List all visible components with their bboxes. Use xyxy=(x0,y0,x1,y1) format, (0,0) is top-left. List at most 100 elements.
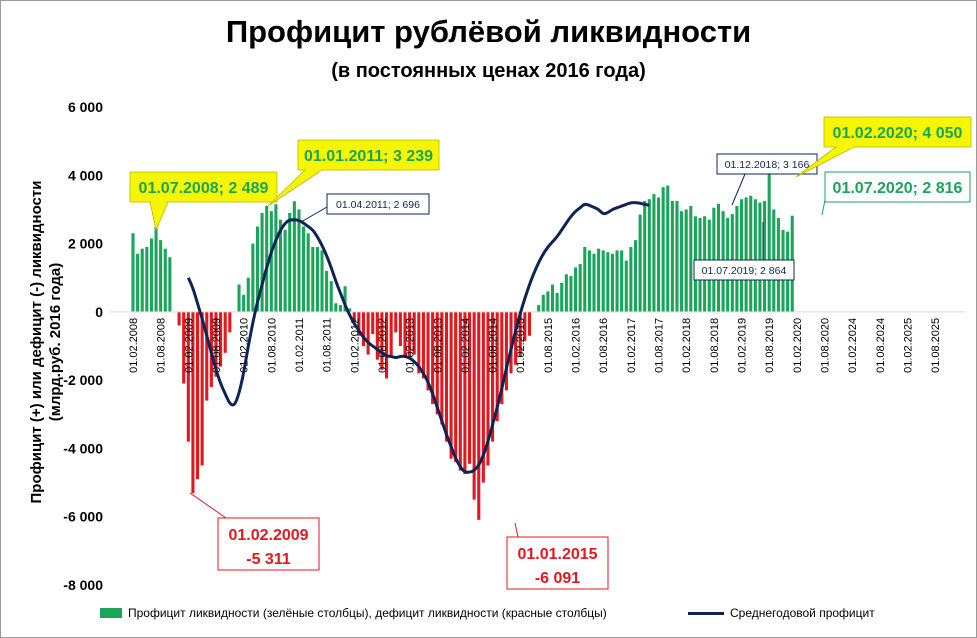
surplus-bar xyxy=(578,264,582,312)
surplus-bar xyxy=(629,246,633,312)
x-tick-label: 01.08.2025 xyxy=(930,318,942,373)
surplus-bar xyxy=(546,291,550,312)
deficit-bar xyxy=(177,311,181,326)
callout-green-outline: 01.07.2020; 2 816 xyxy=(821,171,971,216)
x-tick-label: 01.02.2025 xyxy=(903,318,915,373)
x-tick-label: 01.02.2018 xyxy=(681,318,693,373)
x-tick-label: 01.08.2010 xyxy=(266,318,278,373)
surplus-bar xyxy=(555,293,559,312)
deficit-bar xyxy=(500,311,504,405)
y-tick-label: 2 000 xyxy=(68,236,103,252)
surplus-bar xyxy=(564,274,568,312)
deficit-bar xyxy=(366,311,370,355)
x-tick-label: 01.02.2011 xyxy=(294,318,306,372)
surplus-bar xyxy=(311,246,315,312)
deficit-bar xyxy=(371,311,375,335)
surplus-bar xyxy=(684,209,688,312)
deficit-bar xyxy=(444,311,449,442)
deficit-bar xyxy=(389,311,393,357)
surplus-bar xyxy=(749,195,753,312)
deficit-bar xyxy=(361,311,366,346)
deficit-bar xyxy=(458,311,462,471)
x-tick-label: 01.08.2014 xyxy=(488,318,500,373)
surplus-bar xyxy=(661,187,665,312)
average-surplus-line xyxy=(186,201,650,474)
surplus-bar xyxy=(274,204,278,312)
deficit-bar xyxy=(223,311,227,353)
x-tick-label: 01.08.2018 xyxy=(709,318,721,373)
x-tick-label: 01.08.2013 xyxy=(432,318,444,373)
deficit-bar xyxy=(394,311,398,333)
callout-label: 01.07.2019; 2 864 xyxy=(702,265,787,277)
x-tick-label: 01.02.2014 xyxy=(460,318,472,373)
callout-label: 01.07.2008; 2 489 xyxy=(139,180,269,197)
x-tick-label: 01.02.2024 xyxy=(847,318,859,373)
surplus-bar xyxy=(288,212,292,312)
surplus-bar xyxy=(325,270,329,312)
deficit-bar xyxy=(426,311,430,391)
deficit-bar xyxy=(431,311,435,405)
x-tick-label: 01.08.2008 xyxy=(156,318,168,373)
y-tick-labels: 6 000 4 000 2 000 0 -2 000 -4 000 -6 000 -8 000 xyxy=(63,99,103,593)
surplus-bar xyxy=(251,243,255,312)
surplus-bar xyxy=(255,226,260,312)
surplus-bar xyxy=(265,206,269,312)
x-tick-label: 01.02.2015 xyxy=(515,318,527,373)
callout-navy: 01.07.2019; 2 864 xyxy=(693,222,795,281)
x-tick-label: 01.08.2020 xyxy=(820,318,832,373)
surplus-bar xyxy=(716,203,721,312)
deficit-bar xyxy=(352,311,356,323)
legend-line: Среднегодовой профицит xyxy=(688,606,875,620)
surplus-bar xyxy=(292,201,296,312)
surplus-bar xyxy=(643,200,647,312)
callout-label: 01.02.2009 xyxy=(228,527,308,544)
surplus-bar xyxy=(136,253,140,312)
callout-label: 01.01.2015 xyxy=(517,546,597,563)
x-tick-label: 01.02.2016 xyxy=(571,318,583,373)
surplus-bar xyxy=(689,206,693,312)
surplus-bar xyxy=(560,282,564,312)
annotations: 01.07.2008; 2 489 01.01.2011; 3 239 01.04.… xyxy=(129,116,972,590)
surplus-bar xyxy=(278,219,283,312)
deficit-bar xyxy=(200,311,204,466)
x-tick-label: 01.08.2016 xyxy=(598,318,610,373)
callout-navy: 01.04.2011; 2 696 xyxy=(300,193,430,223)
deficit-bar xyxy=(357,311,361,336)
deficit-bar xyxy=(195,311,200,480)
surplus-bar xyxy=(615,250,619,312)
callout-label: 01.07.2020; 2 816 xyxy=(833,180,963,197)
surplus-bar xyxy=(606,252,610,312)
surplus-bar xyxy=(242,294,246,312)
surplus-bar xyxy=(666,185,670,312)
deficit-bar xyxy=(398,311,402,346)
surplus-bar xyxy=(163,248,167,312)
surplus-bar xyxy=(647,199,651,312)
surplus-bar xyxy=(656,197,661,312)
deficit-bar xyxy=(440,311,444,425)
surplus-bar xyxy=(269,211,273,312)
x-tick-label: 01.08.2024 xyxy=(875,318,887,373)
surplus-bar xyxy=(624,260,628,312)
deficit-bar xyxy=(509,311,513,374)
surplus-bar xyxy=(338,305,342,312)
x-tick-label: 01.02.2013 xyxy=(405,318,417,373)
surplus-bar xyxy=(633,240,638,312)
x-tick-label: 01.02.2017 xyxy=(626,318,638,373)
legend-line-swatch xyxy=(688,611,724,615)
surplus-bar xyxy=(597,248,601,312)
y-tick-label: 6 000 xyxy=(68,99,103,115)
deficit-bar xyxy=(417,311,421,374)
deficit-bar xyxy=(219,311,223,367)
y-tick-label: -4 000 xyxy=(63,440,103,456)
deficit-bar xyxy=(228,311,232,333)
surplus-bar xyxy=(638,214,642,312)
surplus-bar xyxy=(735,206,739,312)
x-tick-label: 01.08.2012 xyxy=(377,318,389,373)
x-tick-label: 01.02.2010 xyxy=(239,318,251,373)
deficit-bar xyxy=(481,311,485,483)
callout-red: 01.02.2009 -5 311 xyxy=(189,492,320,571)
surplus-bar xyxy=(168,257,172,312)
surplus-bar xyxy=(583,246,587,312)
surplus-bar xyxy=(652,194,656,312)
